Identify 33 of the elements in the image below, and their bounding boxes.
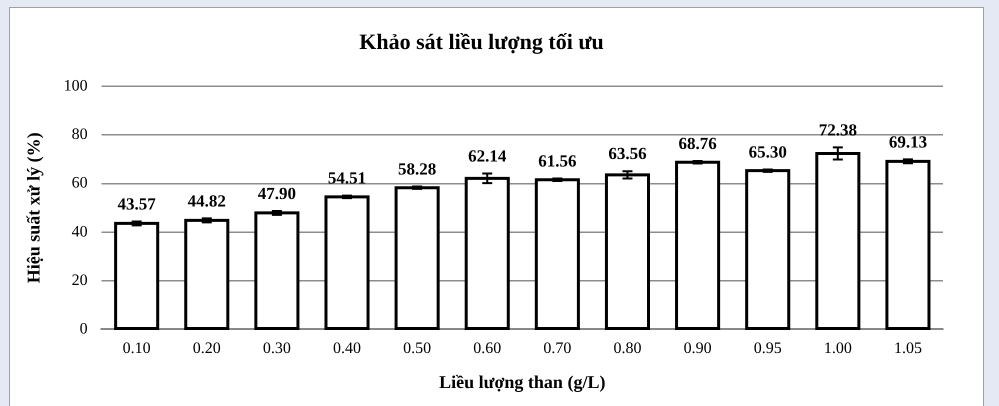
data-label: 72.38 <box>818 120 857 140</box>
x-tick-label: 1.00 <box>824 340 852 358</box>
data-label: 68.76 <box>678 134 717 153</box>
x-tick-label: 0.95 <box>754 340 782 358</box>
y-axis-title: Hiệu suất xử lý (%) <box>23 132 44 284</box>
x-tick-label: 0.70 <box>543 340 572 358</box>
x-tick-label: 0.80 <box>613 340 642 358</box>
data-label: 58.28 <box>398 159 436 178</box>
x-tick-label: 0.60 <box>473 340 502 358</box>
x-tick-label: 0.20 <box>192 340 221 358</box>
data-label: 63.56 <box>608 144 647 164</box>
x-tick-label: 1.05 <box>894 340 922 358</box>
y-tick-label: 0 <box>80 320 88 338</box>
x-tick-label: 0.90 <box>684 340 712 358</box>
data-label: 61.56 <box>538 151 576 170</box>
data-label: 43.57 <box>118 194 156 214</box>
x-tick-label: 0.40 <box>333 340 362 358</box>
chart-title: Khảo sát liều lượng tối ưu <box>359 28 604 54</box>
data-label: 62.14 <box>468 146 507 166</box>
x-tick-label: 0.30 <box>262 340 291 358</box>
y-tick-label: 60 <box>72 174 88 192</box>
data-label: 69.13 <box>888 132 928 152</box>
data-label: 44.82 <box>188 191 226 210</box>
y-tick-label: 80 <box>72 126 88 144</box>
data-label: 54.51 <box>328 168 366 188</box>
data-label: 47.90 <box>258 184 296 203</box>
x-tick-label: 0.50 <box>403 340 432 358</box>
x-axis-title: Liều lượng than (g/L) <box>439 372 606 392</box>
y-tick-label: 40 <box>72 223 88 240</box>
data-label: 65.30 <box>748 142 787 162</box>
y-tick-label: 100 <box>64 78 88 95</box>
y-tick-label: 20 <box>72 272 88 289</box>
x-tick-label: 0.10 <box>122 340 151 358</box>
